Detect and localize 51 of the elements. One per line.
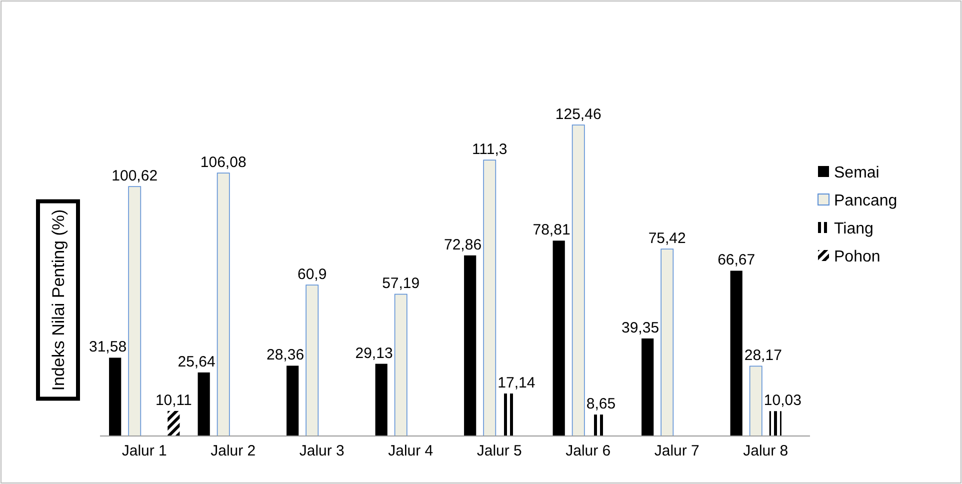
data-label: 10,03: [764, 392, 802, 410]
data-label: 10,11: [155, 392, 192, 409]
bar: [306, 284, 319, 436]
data-label: 25,64: [178, 353, 216, 370]
bar: [464, 255, 476, 436]
bar: [198, 372, 210, 436]
data-label: 39,35: [622, 319, 660, 336]
data-label: 29,13: [355, 344, 393, 362]
bar: [552, 240, 565, 436]
bar: [730, 270, 742, 436]
x-tick-label: Jalur 8: [743, 442, 788, 460]
data-label: 31,58: [89, 338, 127, 356]
bar: [375, 364, 388, 436]
legend-label: Pancang: [834, 192, 898, 210]
bar: [769, 411, 782, 436]
bar: [749, 366, 762, 436]
x-tick-label: Jalur 2: [210, 442, 256, 460]
bar: [128, 186, 142, 436]
data-label: 57,19: [382, 275, 420, 292]
bar: [109, 358, 122, 436]
data-label: 17,14: [498, 374, 536, 392]
x-tick-label: Jalur 7: [654, 442, 700, 460]
x-tick-label: Jalur 3: [299, 442, 344, 460]
bar: [483, 160, 496, 436]
bar: [642, 338, 654, 436]
x-tick-label: Jalur 1: [122, 442, 167, 460]
x-tick-label: Jalur 6: [566, 442, 611, 460]
data-label: 111,3: [472, 141, 508, 158]
data-label: 72,86: [444, 236, 482, 254]
bar: [168, 410, 180, 436]
x-tick-label: Jalur 5: [476, 442, 522, 460]
data-label: 106,08: [200, 154, 246, 172]
y-axis-title: Indeks Nilai Penting (%): [48, 209, 68, 391]
data-label: 125,46: [555, 106, 602, 123]
data-label: 8,65: [586, 396, 616, 413]
legend-label: Semai: [834, 164, 880, 182]
x-tick-label: Jalur 4: [388, 442, 434, 460]
data-label: 60,9: [298, 266, 327, 284]
bar: [572, 124, 585, 436]
bar: [394, 294, 408, 436]
data-label: 28,17: [744, 347, 782, 364]
data-label: 66,67: [718, 252, 756, 269]
bar: [286, 366, 299, 436]
legend-label: Pohon: [834, 248, 880, 266]
data-label: 100,62: [112, 168, 158, 185]
legend-label: Tiang: [834, 220, 874, 238]
data-label: 78,81: [532, 222, 570, 239]
bar: [660, 248, 674, 436]
data-label: 75,42: [648, 230, 686, 248]
data-label: 28,36: [266, 346, 304, 364]
bar: [216, 172, 230, 436]
